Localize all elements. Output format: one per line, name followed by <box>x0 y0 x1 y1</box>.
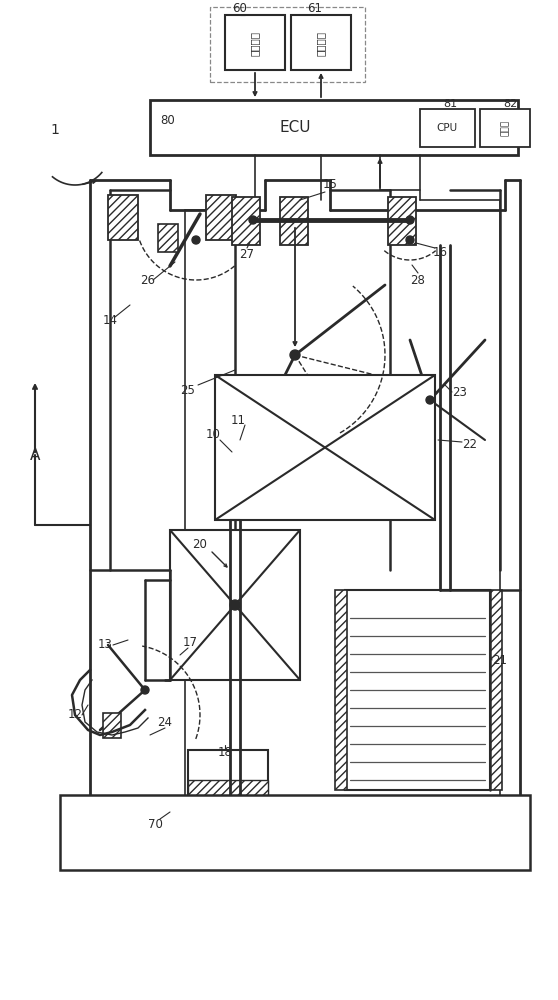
Text: 82: 82 <box>503 99 517 109</box>
Bar <box>206 195 236 240</box>
Text: 20: 20 <box>193 538 208 552</box>
Text: 70: 70 <box>147 818 162 832</box>
Bar <box>291 15 351 70</box>
Bar <box>158 224 178 252</box>
Bar <box>165 803 240 845</box>
Text: 25: 25 <box>181 383 195 396</box>
Text: 18: 18 <box>218 746 233 758</box>
Text: 81: 81 <box>443 99 457 109</box>
Text: 存储器: 存储器 <box>501 120 509 136</box>
Text: 60: 60 <box>233 1 247 14</box>
Circle shape <box>406 236 414 244</box>
Text: 14: 14 <box>103 314 118 326</box>
Bar <box>170 530 300 680</box>
Text: 21: 21 <box>493 654 507 666</box>
Text: 16: 16 <box>432 245 448 258</box>
Circle shape <box>426 396 434 404</box>
Circle shape <box>290 350 300 360</box>
Text: 27: 27 <box>239 248 254 261</box>
Text: 13: 13 <box>98 639 113 652</box>
Bar <box>210 7 365 82</box>
Text: 80: 80 <box>161 113 175 126</box>
Bar <box>480 109 530 147</box>
Bar <box>108 195 138 240</box>
Text: 61: 61 <box>307 1 323 14</box>
Text: 24: 24 <box>157 716 172 728</box>
Text: ECU: ECU <box>279 120 311 135</box>
Bar <box>225 15 285 70</box>
Text: A: A <box>30 448 40 462</box>
Circle shape <box>230 600 240 610</box>
Bar <box>420 109 475 147</box>
Circle shape <box>141 686 149 694</box>
Circle shape <box>249 216 257 224</box>
Text: 1: 1 <box>51 123 60 137</box>
Circle shape <box>192 236 200 244</box>
Bar <box>188 780 268 800</box>
Bar <box>490 590 502 790</box>
Text: 操作装置: 操作装置 <box>250 30 260 55</box>
Text: 显示装置: 显示装置 <box>316 30 326 55</box>
Bar <box>188 750 268 805</box>
Text: 23: 23 <box>453 385 468 398</box>
Bar <box>388 197 416 245</box>
Circle shape <box>406 216 414 224</box>
Text: 12: 12 <box>68 708 83 722</box>
Text: CPU: CPU <box>436 123 458 133</box>
Text: 11: 11 <box>230 414 246 426</box>
Bar <box>103 713 121 738</box>
Bar <box>335 590 347 790</box>
Text: 15: 15 <box>323 178 338 192</box>
Bar <box>280 197 308 245</box>
Text: 22: 22 <box>463 438 478 452</box>
Bar <box>345 590 490 790</box>
Text: 26: 26 <box>141 273 156 286</box>
Bar <box>232 197 260 245</box>
Text: 10: 10 <box>205 428 220 442</box>
Bar <box>60 795 530 870</box>
Bar <box>150 100 518 155</box>
Text: 17: 17 <box>182 636 198 648</box>
Text: 28: 28 <box>411 273 425 286</box>
Bar <box>215 375 435 520</box>
